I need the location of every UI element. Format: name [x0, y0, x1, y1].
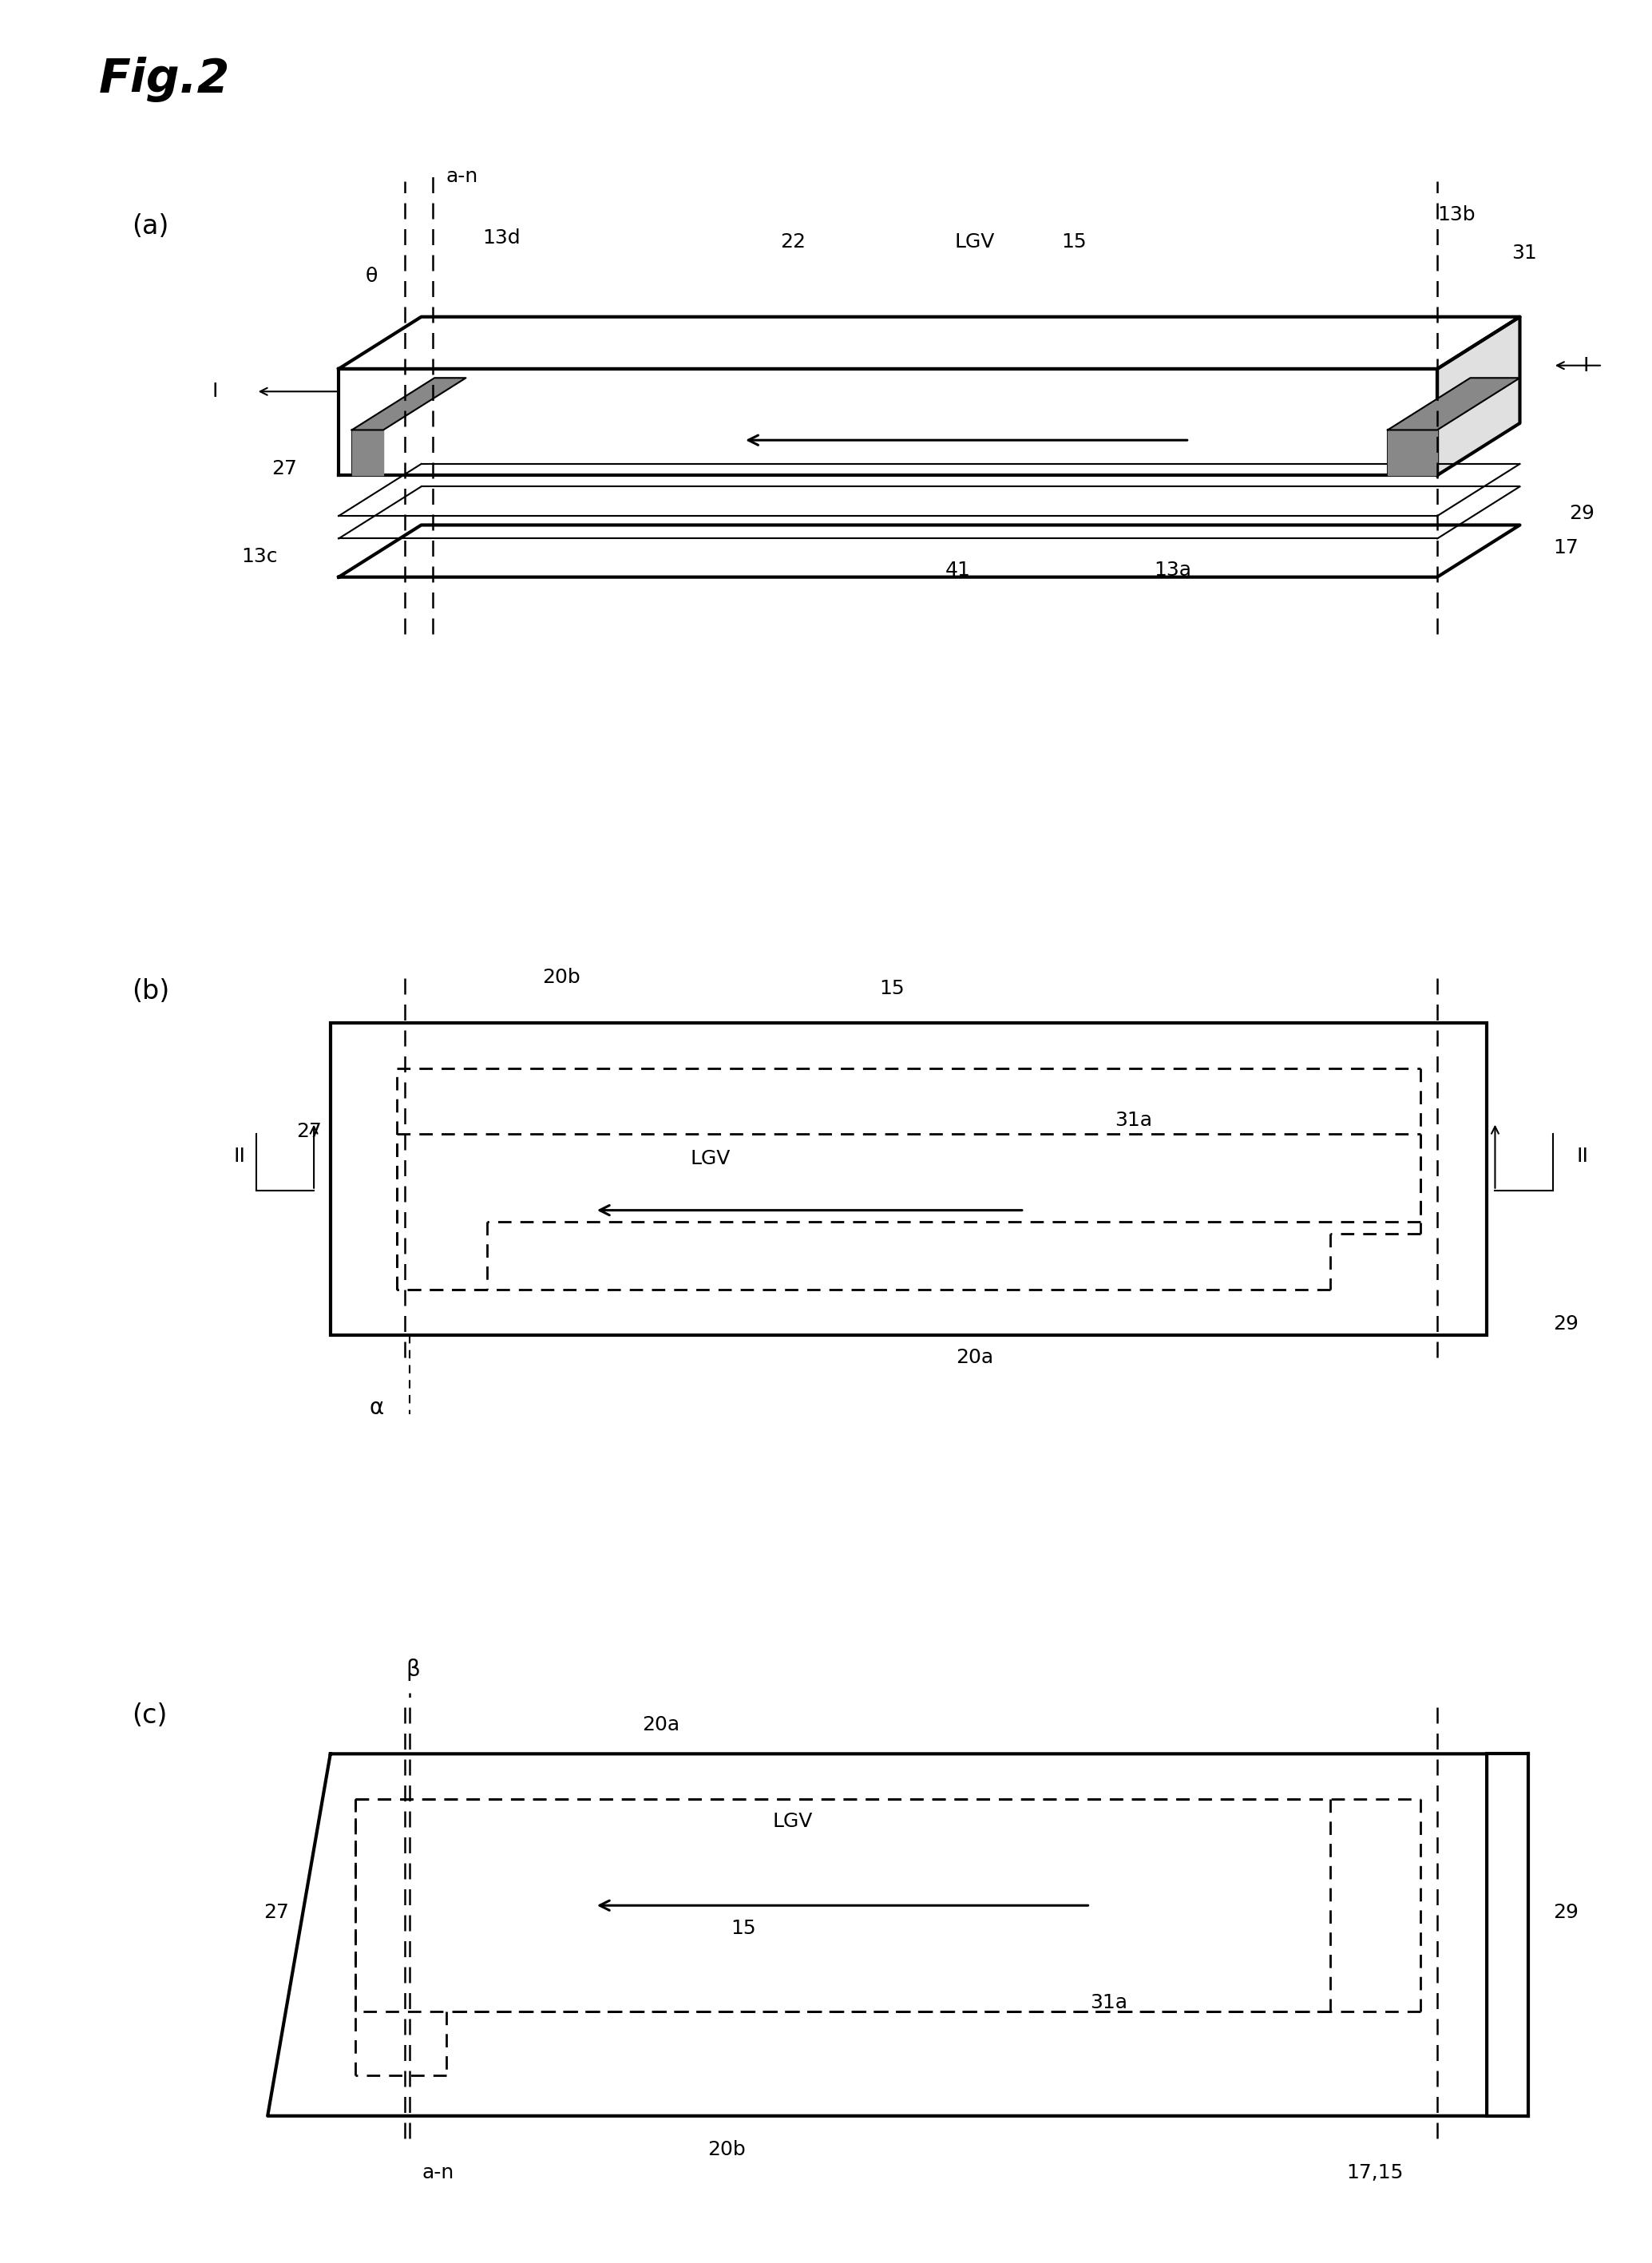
Text: 27: 27 [273, 459, 297, 477]
Text: 27: 27 [297, 1122, 322, 1141]
Text: a-n: a-n [446, 167, 477, 186]
Text: II: II [233, 1147, 246, 1165]
Text: 13d: 13d [482, 229, 520, 247]
Text: 29: 29 [1553, 1315, 1578, 1333]
Text: 27: 27 [264, 1903, 289, 1921]
Bar [330, 1023, 1487, 1335]
Text: 13b: 13b [1437, 206, 1475, 224]
Text: (c): (c) [132, 1702, 167, 1729]
Text: 15: 15 [879, 980, 905, 998]
Polygon shape [352, 430, 383, 475]
Text: θ: θ [365, 267, 378, 285]
Text: I: I [1583, 355, 1589, 376]
Text: II: II [1576, 1147, 1589, 1165]
Text: 31a: 31a [1090, 1994, 1128, 2012]
Text: 41: 41 [945, 561, 971, 579]
Text: 15: 15 [730, 1919, 757, 1937]
Text: 31a: 31a [1115, 1111, 1153, 1129]
Polygon shape [352, 378, 466, 430]
Text: 22: 22 [780, 233, 806, 251]
Polygon shape [1437, 317, 1520, 475]
Text: 15: 15 [1061, 233, 1087, 251]
Text: 29: 29 [1569, 505, 1594, 523]
Text: 20b: 20b [542, 969, 582, 987]
Text: I: I [211, 382, 218, 401]
Polygon shape [268, 1754, 1487, 2116]
Text: 13a: 13a [1155, 561, 1191, 579]
Polygon shape [1388, 378, 1520, 430]
Text: (b): (b) [132, 978, 170, 1005]
Text: 20b: 20b [707, 2141, 747, 2159]
Text: 29: 29 [1553, 1903, 1578, 1921]
Text: β: β [406, 1659, 420, 1681]
Text: a-n: a-n [421, 2163, 454, 2182]
Text: 13c: 13c [241, 548, 278, 566]
Text: (a): (a) [132, 213, 169, 240]
Text: 31: 31 [1512, 244, 1536, 263]
Text: 20a: 20a [957, 1349, 993, 1367]
Polygon shape [1388, 430, 1437, 475]
Text: 17: 17 [1553, 539, 1578, 557]
Text: LGV: LGV [773, 1813, 813, 1831]
Text: LGV: LGV [691, 1150, 730, 1168]
Text: α: α [370, 1396, 383, 1419]
Polygon shape [339, 525, 1520, 577]
Polygon shape [339, 317, 1520, 369]
Text: 20a: 20a [643, 1715, 679, 1733]
Text: Fig.2: Fig.2 [99, 57, 230, 102]
Text: 17,15: 17,15 [1346, 2163, 1403, 2182]
Text: LGV: LGV [955, 233, 995, 251]
